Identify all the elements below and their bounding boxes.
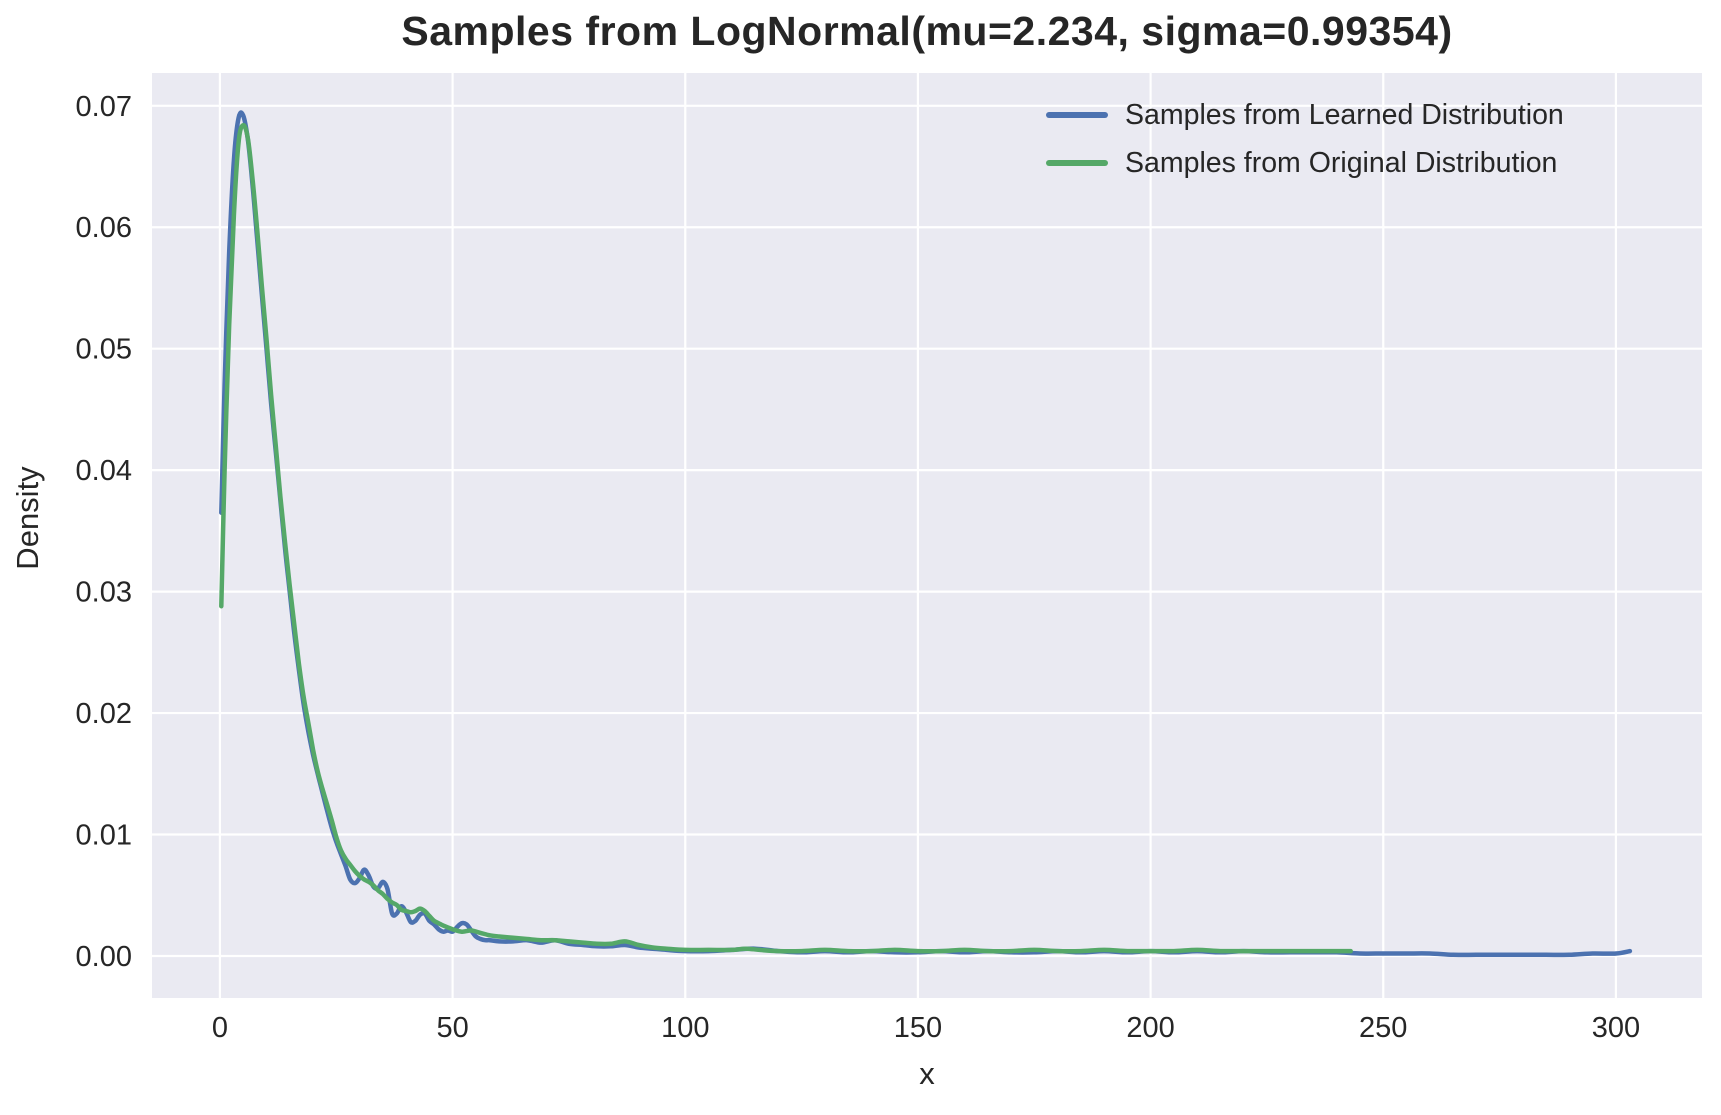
x-axis-ticks: 0 50 100 150 200 250 300: [212, 1012, 1640, 1044]
y-tick-label: 0.05: [76, 334, 132, 366]
y-tick-label: 0.01: [76, 820, 132, 852]
x-tick-label: 100: [661, 1012, 709, 1044]
chart-title: Samples from LogNormal(mu=2.234, sigma=0…: [401, 8, 1453, 54]
y-axis-ticks: 0.00 0.01 0.02 0.03 0.04 0.05 0.06 0.07: [76, 91, 132, 973]
legend-item-learned: Samples from Learned Distribution: [1046, 91, 1564, 139]
plot-background: [152, 73, 1702, 998]
learned-line-swatch-icon: [1046, 112, 1108, 118]
x-tick-label: 300: [1592, 1012, 1640, 1044]
legend-label-original: Samples from Original Distribution: [1125, 146, 1558, 179]
curves: [219, 110, 1633, 958]
legend-item-original: Samples from Original Distribution: [1046, 139, 1564, 187]
x-tick-label: 200: [1126, 1012, 1174, 1044]
y-tick-label: 0.06: [76, 212, 132, 244]
legend-label-learned: Samples from Learned Distribution: [1125, 98, 1564, 131]
y-tick-label: 0.00: [76, 941, 132, 973]
y-tick-label: 0.04: [76, 455, 132, 487]
original-distribution-curve: [219, 122, 1353, 954]
x-tick-label: 150: [894, 1012, 942, 1044]
y-tick-label: 0.02: [76, 698, 132, 730]
y-tick-label: 0.07: [76, 91, 132, 123]
original-line-swatch-icon: [1046, 160, 1108, 166]
y-tick-label: 0.03: [76, 577, 132, 609]
x-tick-label: 50: [436, 1012, 468, 1044]
y-axis-label: Density: [10, 466, 45, 570]
x-axis-label: x: [919, 1056, 935, 1091]
x-tick-label: 0: [212, 1012, 228, 1044]
legend: Samples from Learned Distribution Sample…: [1046, 91, 1564, 187]
x-tick-label: 250: [1359, 1012, 1407, 1044]
gridlines: [152, 73, 1702, 998]
